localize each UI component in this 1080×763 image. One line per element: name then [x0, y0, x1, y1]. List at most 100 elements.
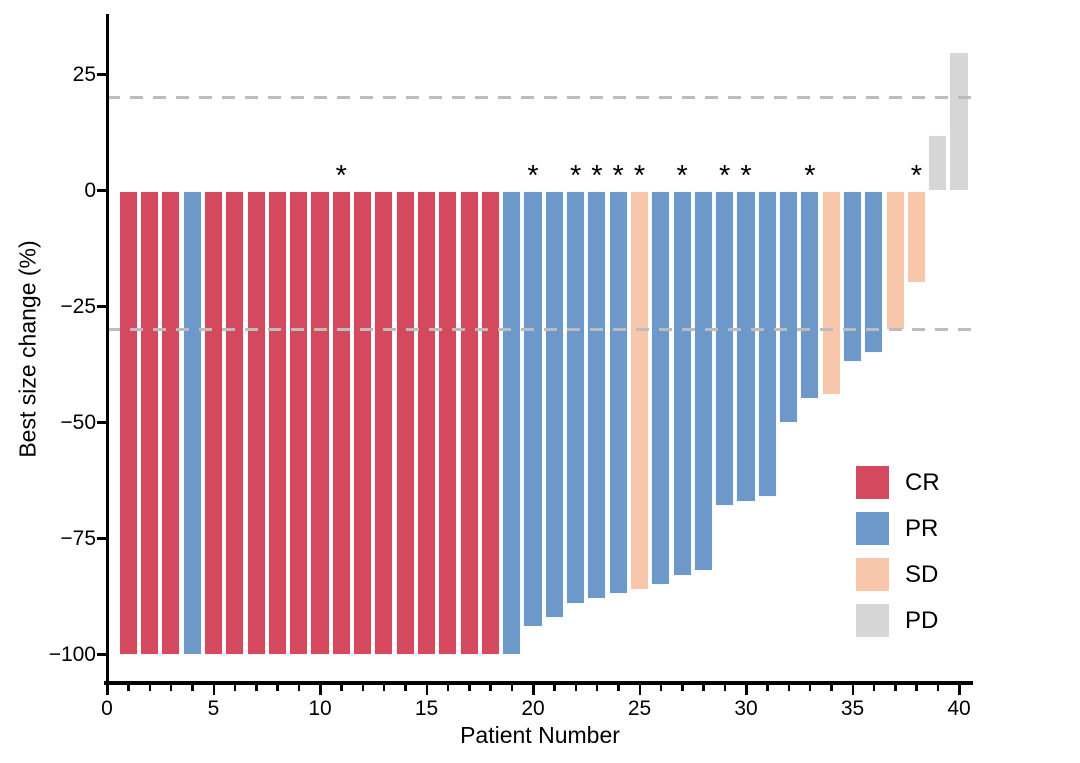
y-tick--50 [97, 421, 106, 424]
y-tick-label--25: −25 [60, 294, 96, 318]
x-tick-0 [106, 685, 109, 695]
x-tick-13 [382, 685, 386, 691]
x-tick-26 [659, 685, 663, 691]
y-tick--100 [97, 653, 106, 656]
bar-patient-5 [203, 190, 224, 655]
x-tick-18 [489, 685, 492, 691]
bar-patient-11 [331, 190, 351, 655]
y-tick-label--75: −75 [60, 526, 96, 550]
bar-patient-2 [140, 190, 160, 655]
legend-swatch-cr [856, 466, 889, 499]
x-tick-39 [936, 685, 940, 691]
significance-asterisk: * [740, 160, 752, 192]
x-tick-22 [574, 685, 578, 691]
bar-patient-13 [374, 190, 394, 655]
legend-swatch-sd [856, 558, 889, 591]
x-tick-5 [212, 685, 215, 695]
bar-patient-30 [736, 190, 756, 502]
bar-patient-21 [544, 190, 564, 618]
x-tick-label-15: 15 [414, 697, 439, 720]
legend-label-cr: CR [905, 469, 940, 496]
bar-patient-20 [523, 190, 543, 627]
bar-patient-1 [118, 190, 138, 655]
y-tick-label--100: −100 [48, 642, 96, 666]
bar-patient-3 [161, 190, 181, 655]
x-tick-4 [191, 685, 194, 691]
x-tick-8 [276, 685, 279, 691]
bar-patient-17 [459, 190, 479, 655]
x-tick-27 [681, 685, 684, 691]
legend-label-pr: PR [905, 515, 939, 542]
legend-item-pd: PD [856, 604, 940, 637]
significance-asterisk: * [804, 160, 816, 192]
bar-patient-4 [182, 190, 202, 655]
bar-patient-40 [949, 51, 969, 191]
y-tick-0 [97, 189, 106, 192]
bar-patient-37 [885, 190, 905, 330]
bar-patient-32 [779, 190, 799, 423]
x-tick-7 [255, 685, 258, 691]
x-tick-36 [872, 685, 876, 691]
x-tick-16 [446, 685, 450, 691]
bar-patient-23 [587, 190, 607, 599]
x-tick-35 [851, 685, 854, 695]
x-tick-40 [958, 685, 961, 695]
x-tick-15 [425, 685, 428, 695]
bar-patient-15 [416, 190, 437, 655]
x-tick-34 [830, 685, 833, 691]
significance-asterisk: * [527, 160, 539, 192]
x-tick-38 [915, 685, 918, 691]
bar-patient-25 [629, 190, 650, 590]
legend-swatch-pr [856, 512, 889, 545]
significance-asterisk: * [569, 160, 582, 192]
bar-patient-19 [502, 190, 522, 655]
significance-asterisk: * [633, 160, 646, 192]
significance-asterisk: * [910, 160, 923, 192]
y-tick-label-25: 25 [72, 62, 96, 86]
x-tick-37 [894, 685, 897, 691]
legend-label-pd: PD [905, 607, 939, 634]
significance-asterisk: * [335, 160, 347, 192]
bar-patient-27 [672, 190, 692, 576]
threshold-line--30 [107, 328, 973, 332]
legend-label-sd: SD [905, 561, 939, 588]
x-tick-28 [702, 685, 705, 691]
significance-asterisk: * [719, 160, 731, 192]
y-tick-25 [97, 73, 106, 76]
x-tick-24 [617, 685, 620, 691]
x-tick-12 [361, 685, 365, 691]
bar-patient-36 [864, 190, 884, 354]
x-tick-23 [595, 685, 599, 691]
significance-asterisk: * [676, 160, 688, 192]
bar-patient-33 [800, 190, 820, 400]
bar-patient-29 [715, 190, 735, 507]
bar-patient-34 [821, 190, 841, 395]
bar-patient-26 [651, 190, 671, 586]
x-tick-32 [787, 685, 791, 691]
bar-patient-22 [566, 190, 586, 604]
x-tick-label-30: 30 [734, 697, 758, 720]
y-tick-label--50: −50 [60, 410, 96, 434]
bar-patient-10 [310, 190, 330, 655]
x-tick-6 [233, 685, 237, 691]
x-tick-9 [297, 685, 301, 691]
x-tick-29 [723, 685, 727, 691]
x-axis-title: Patient Number [460, 722, 620, 748]
x-tick-31 [766, 685, 769, 691]
legend: CR PR SD PD [856, 466, 940, 650]
x-tick-2 [148, 685, 152, 691]
legend-item-pr: PR [856, 512, 940, 545]
bar-patient-39 [928, 135, 948, 191]
significance-asterisk: * [612, 160, 624, 192]
x-tick-14 [404, 685, 407, 691]
bar-patient-18 [480, 190, 500, 655]
x-tick-label-20: 20 [521, 697, 545, 720]
x-axis-spine [104, 681, 973, 685]
x-tick-10 [319, 685, 322, 695]
legend-item-cr: CR [856, 466, 940, 499]
bar-patient-16 [438, 190, 458, 655]
x-tick-17 [468, 685, 471, 691]
bar-patient-7 [246, 190, 266, 655]
